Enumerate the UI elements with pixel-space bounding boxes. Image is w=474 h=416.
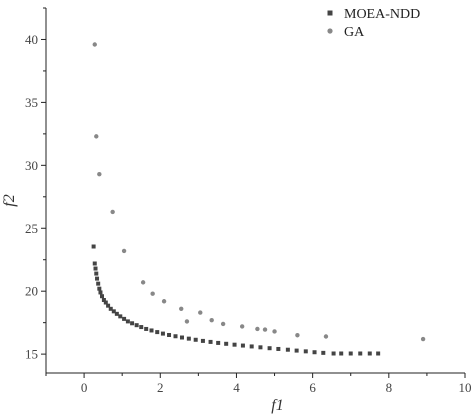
point-moea-ndd — [134, 323, 139, 328]
point-moea-ndd — [92, 261, 97, 266]
point-moea-ndd — [108, 306, 113, 311]
point-moea-ndd — [125, 319, 130, 324]
point-ga — [179, 306, 184, 312]
point-ga — [295, 333, 300, 338]
legend-marker-ga — [327, 28, 333, 34]
point-ga — [262, 327, 268, 332]
point-moea-ndd — [95, 276, 100, 281]
x-axis-label: f1 — [271, 397, 283, 414]
y-axis-label: f2 — [1, 194, 18, 206]
point-moea-ndd — [130, 321, 135, 326]
point-moea-ndd — [144, 326, 149, 331]
point-moea-ndd — [376, 351, 381, 356]
point-moea-ndd — [216, 340, 221, 345]
point-moea-ndd — [224, 341, 229, 346]
x-tick-label: 10 — [459, 380, 472, 395]
point-moea-ndd — [111, 309, 116, 314]
point-moea-ndd — [179, 335, 184, 340]
point-moea-ndd — [186, 336, 191, 341]
legend-label-moea-ndd: MOEA-NDD — [344, 7, 420, 22]
point-moea-ndd — [139, 325, 144, 330]
point-moea-ndd — [331, 351, 336, 356]
tick-marks — [41, 7, 466, 378]
point-moea-ndd — [232, 342, 237, 347]
point-moea-ndd — [312, 350, 317, 355]
data-points — [91, 42, 426, 356]
point-moea-ndd — [106, 303, 111, 308]
point-ga — [220, 321, 226, 327]
y-tick-label: 20 — [25, 284, 38, 299]
axes — [45, 8, 465, 374]
point-ga — [184, 319, 190, 324]
point-ga — [150, 291, 155, 296]
point-moea-ndd — [97, 286, 102, 291]
y-tick-label: 25 — [25, 221, 38, 236]
point-moea-ndd — [160, 331, 165, 336]
tick-labels: 0 2 4 6 8 10 15 20 25 30 35 40 — [25, 32, 472, 395]
y-tick-label: 30 — [25, 158, 38, 173]
point-moea-ndd — [193, 337, 198, 342]
point-moea-ndd — [118, 314, 123, 319]
point-moea-ndd — [103, 300, 108, 305]
point-moea-ndd — [200, 338, 205, 343]
point-ga — [239, 324, 245, 329]
point-moea-ndd — [367, 351, 372, 356]
point-moea-ndd — [114, 311, 119, 316]
y-tick-label: 35 — [25, 95, 38, 110]
point-moea-ndd — [294, 348, 299, 353]
point-ga — [92, 42, 97, 47]
point-moea-ndd — [240, 343, 245, 348]
point-moea-ndd — [339, 351, 344, 356]
point-ga — [121, 248, 127, 254]
x-tick-label: 8 — [386, 380, 393, 395]
point-ga — [272, 329, 277, 334]
point-ga — [255, 326, 260, 332]
point-moea-ndd — [101, 298, 106, 302]
point-moea-ndd — [155, 330, 160, 335]
x-tick-label: 4 — [233, 380, 240, 395]
point-moea-ndd — [98, 290, 103, 295]
point-moea-ndd — [99, 294, 104, 299]
point-moea-ndd — [276, 346, 281, 351]
point-ga — [198, 310, 203, 315]
point-moea-ndd — [167, 332, 172, 337]
point-ga — [94, 134, 99, 139]
point-moea-ndd — [96, 281, 101, 286]
point-moea-ndd — [91, 244, 96, 249]
legend-label-ga: GA — [344, 25, 365, 40]
point-moea-ndd — [94, 271, 99, 276]
legend: MOEA-NDD GA — [327, 7, 420, 40]
point-ga — [161, 299, 167, 304]
point-ga — [97, 171, 102, 177]
point-ga — [323, 334, 329, 339]
point-moea-ndd — [149, 328, 154, 333]
point-moea-ndd — [348, 351, 353, 356]
point-moea-ndd — [358, 351, 363, 356]
point-moea-ndd — [122, 316, 127, 321]
point-ga — [110, 209, 115, 215]
point-moea-ndd — [321, 350, 326, 355]
point-ga — [209, 317, 214, 323]
point-moea-ndd — [258, 345, 263, 350]
x-tick-label: 2 — [157, 380, 164, 395]
point-moea-ndd — [267, 346, 272, 351]
point-moea-ndd — [285, 347, 290, 352]
point-moea-ndd — [208, 339, 213, 344]
y-tick-label: 15 — [25, 347, 38, 362]
legend-marker-moea-ndd — [327, 10, 333, 16]
point-moea-ndd — [249, 344, 254, 349]
point-moea-ndd — [93, 266, 98, 271]
point-moea-ndd — [303, 349, 308, 354]
point-ga — [420, 336, 426, 342]
x-tick-label: 6 — [309, 380, 316, 395]
point-moea-ndd — [173, 334, 178, 339]
x-tick-label: 0 — [81, 380, 88, 395]
y-tick-label: 40 — [25, 32, 38, 47]
point-ga — [140, 280, 146, 285]
